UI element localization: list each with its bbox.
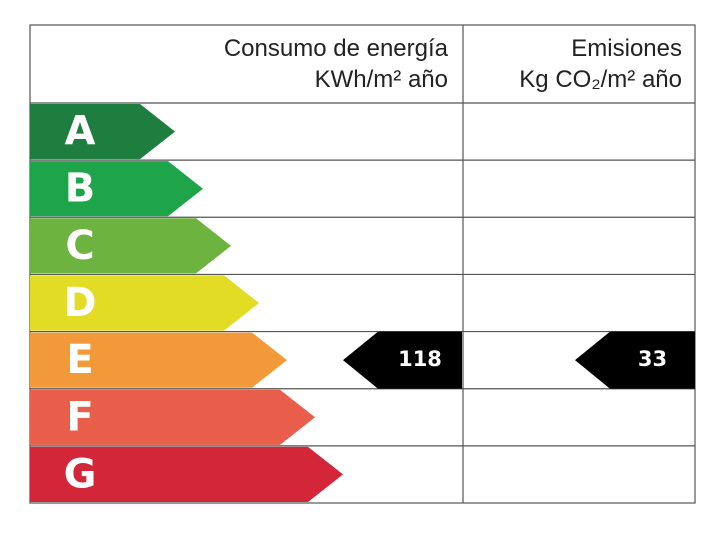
rating-arrow — [30, 332, 287, 388]
rating-arrow — [30, 161, 203, 217]
emissions-indicator — [575, 331, 695, 389]
rating-letter: E — [66, 337, 93, 383]
rating-letter: C — [65, 223, 94, 269]
rating-letter: D — [63, 280, 96, 326]
rating-letter: G — [64, 451, 97, 497]
consumption-unit: KWh/m² año — [315, 66, 448, 93]
consumption-value: 118 — [398, 347, 442, 371]
rating-arrow — [30, 389, 315, 445]
consumption-title: Consumo de energía — [224, 35, 449, 62]
rating-arrow — [30, 275, 259, 331]
emissions-title: Emisiones — [571, 35, 682, 62]
rating-letter: A — [65, 109, 96, 155]
consumption-indicator — [343, 331, 462, 389]
rating-arrow — [30, 446, 343, 502]
emissions-value: 33 — [638, 347, 667, 371]
emissions-unit: Kg CO₂/m² año — [519, 66, 682, 93]
rating-arrow — [30, 218, 231, 274]
rating-letter: B — [65, 166, 96, 212]
rating-letter: F — [66, 394, 93, 440]
rating-arrow — [30, 104, 175, 160]
